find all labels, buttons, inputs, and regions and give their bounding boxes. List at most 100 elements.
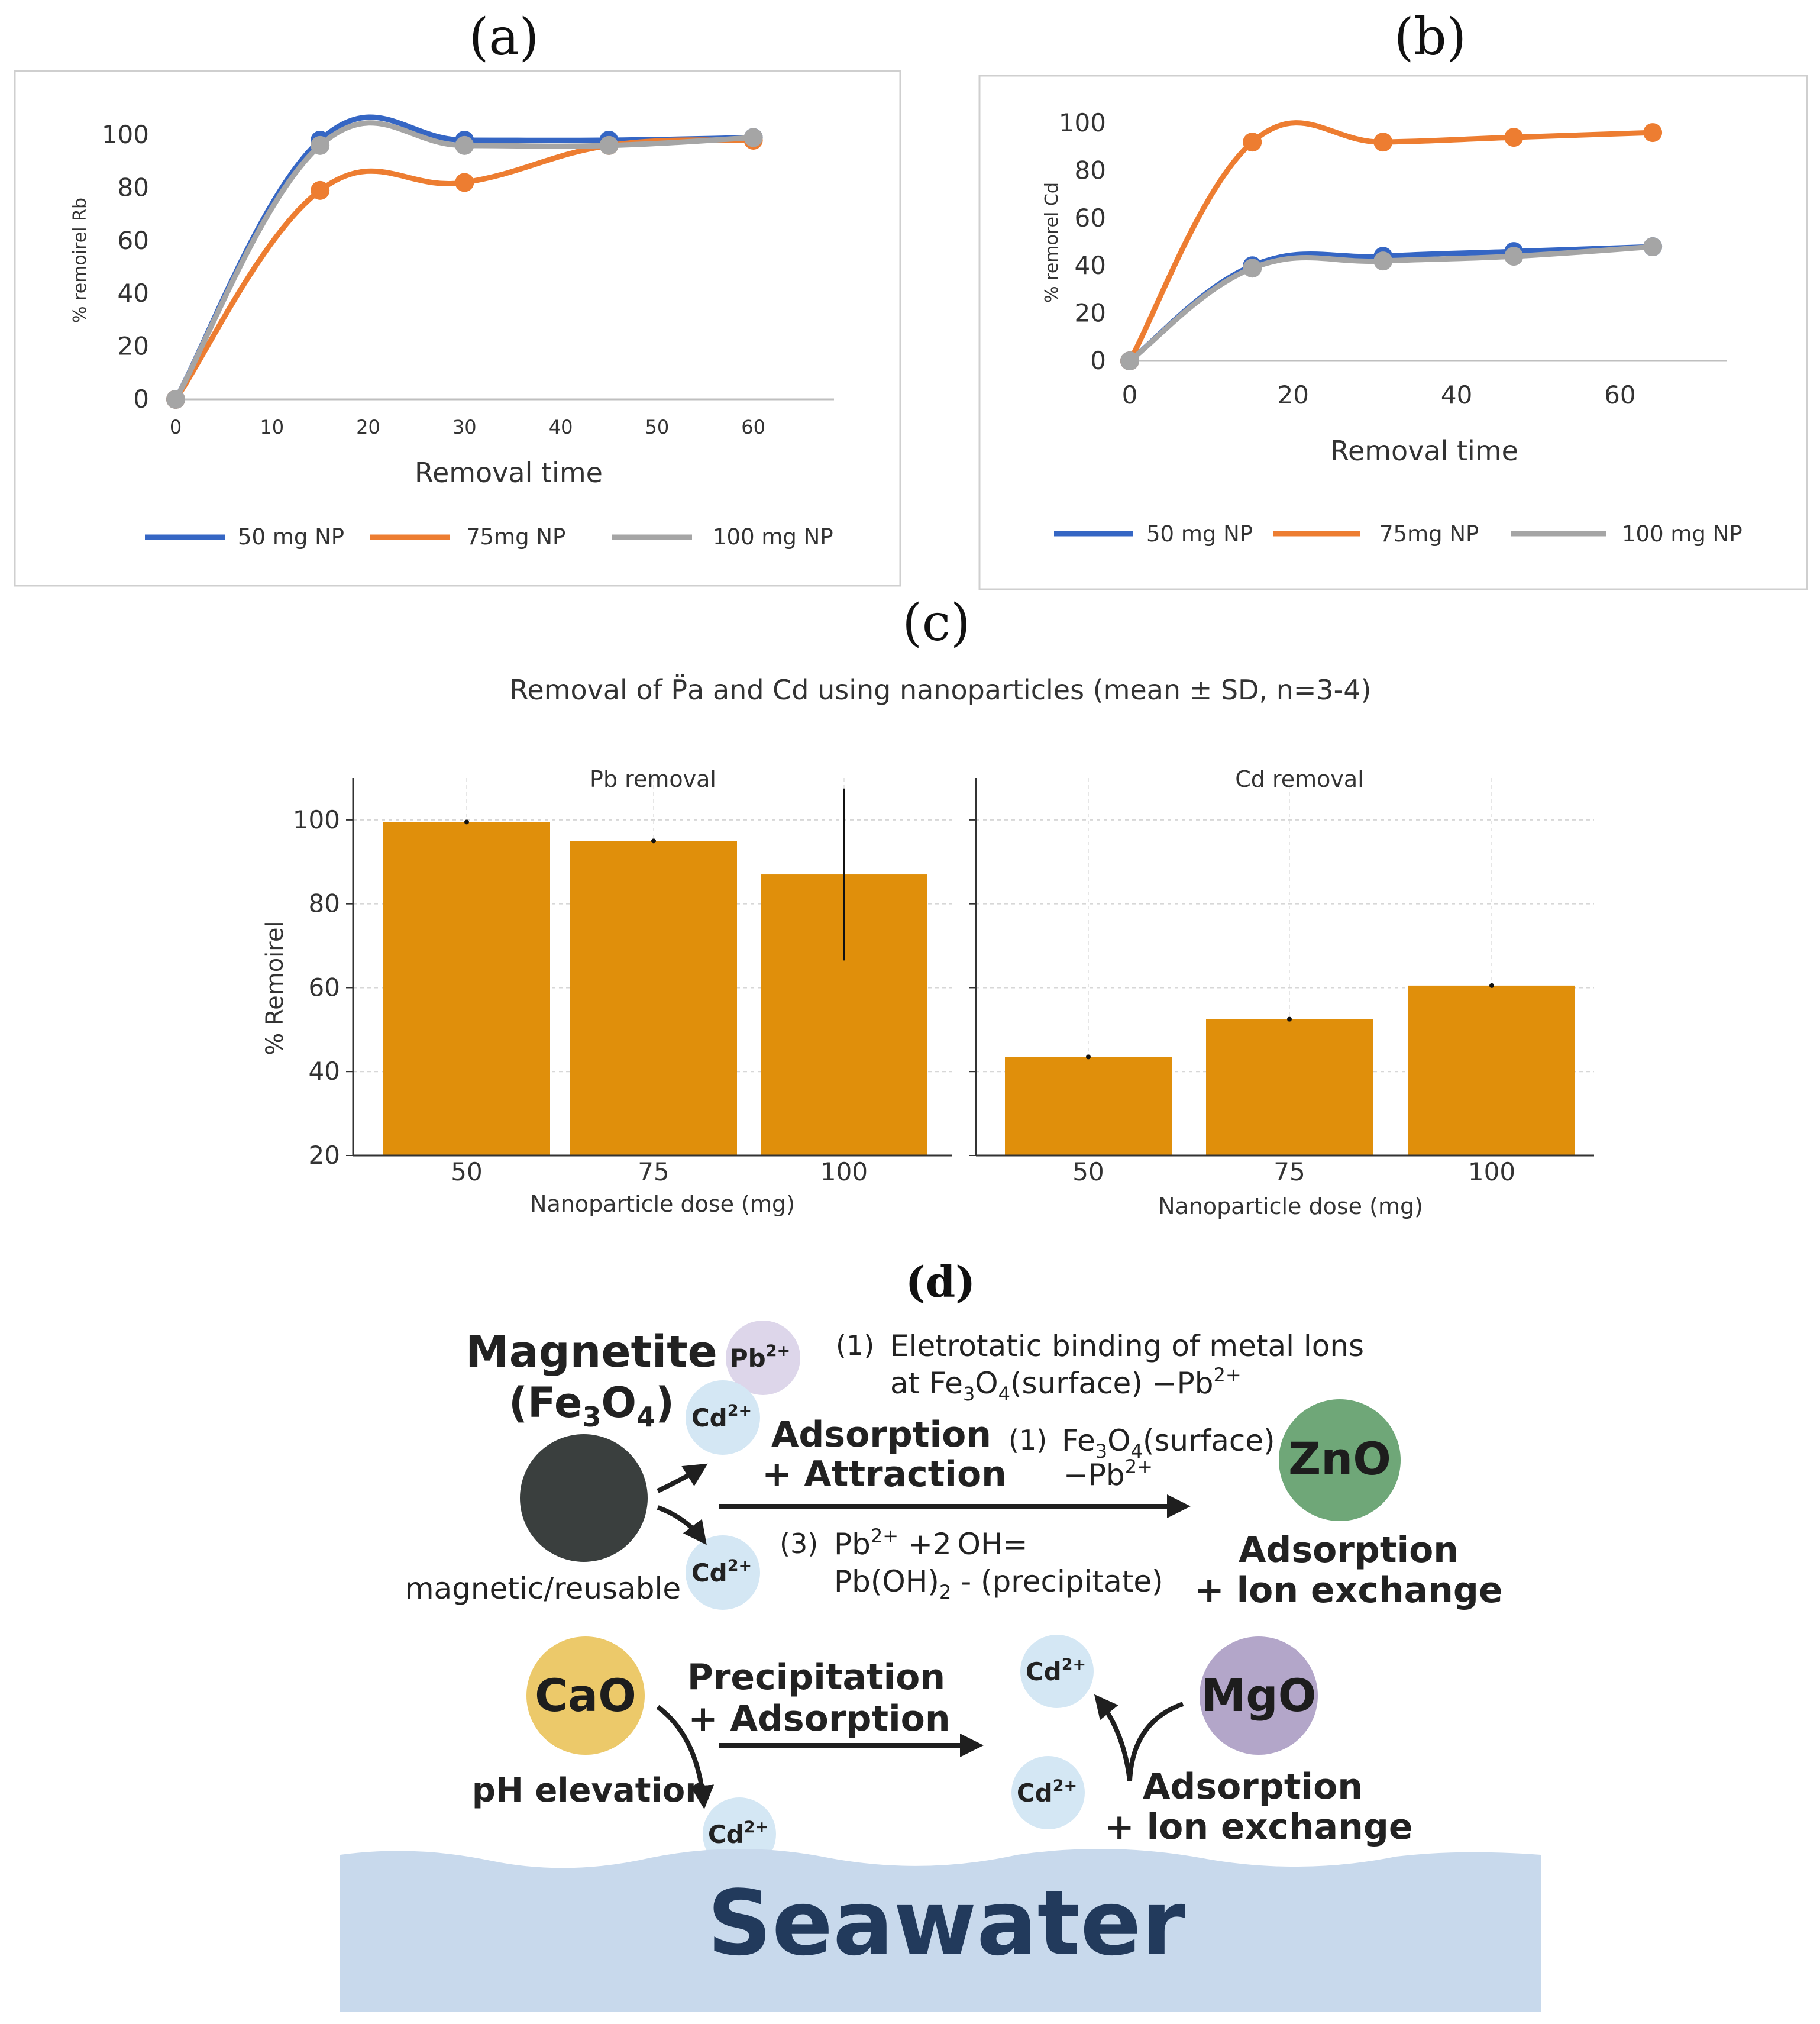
data-point xyxy=(743,128,763,147)
legend-b-75-label: 75mg NP xyxy=(1379,521,1479,547)
magnetite-particle xyxy=(520,1434,648,1562)
arrow-to-cd-1 xyxy=(657,1463,708,1493)
data-point xyxy=(455,173,474,192)
mgo-label: MgO xyxy=(1201,1669,1317,1722)
seawater-band xyxy=(340,1849,1541,2012)
x-tick-label: 50 xyxy=(645,416,669,438)
error-cap xyxy=(1086,1054,1091,1060)
x-tick-label: 60 xyxy=(741,416,765,438)
y-tick-label: 40 xyxy=(1075,251,1106,280)
x-tick-label: 30 xyxy=(452,416,477,438)
cao-caption: pH elevation xyxy=(472,1771,709,1810)
step1-number: (1) xyxy=(836,1329,874,1361)
y-tick-label: 80 xyxy=(118,173,149,202)
chart-b-ylabel: % remorel Cd xyxy=(1042,182,1062,303)
data-point xyxy=(311,180,330,200)
panel-d-label: (d) xyxy=(906,1257,975,1307)
legend-a-100-label: 100 mg NP xyxy=(713,524,833,550)
mgo-line1: Adsorption xyxy=(1143,1766,1363,1807)
error-cap xyxy=(464,819,469,825)
zno-particle xyxy=(1279,1399,1401,1521)
chart-b-legend: 50 mg NP 75mg NP 100 mg NP xyxy=(1054,521,1743,547)
chart-c-title: Removal of P̈a and Cd using nanoparticle… xyxy=(510,674,1372,706)
ion-cd-label-2: Cd2+ xyxy=(691,1557,752,1587)
x-tick-label: 20 xyxy=(1278,380,1309,409)
ion-cd-label-4: Cd2+ xyxy=(1026,1655,1086,1686)
step1b-line1: Fe3O4(surface) xyxy=(1062,1423,1275,1463)
arrow-mgo xyxy=(1097,1698,1184,1781)
y-tick-label: 0 xyxy=(133,385,149,414)
chart-c-cd-xlabel: Nanoparticle dose (mg) xyxy=(1158,1193,1423,1219)
panel-b-label: (b) xyxy=(1394,8,1466,67)
legend-a-50-label: 50 mg NP xyxy=(238,524,344,550)
zno-line2: + lon exchange xyxy=(1194,1570,1502,1611)
x-tick-label: 100 xyxy=(820,1157,868,1186)
step1b-number: (1) xyxy=(1008,1424,1047,1456)
arrow-to-cd-2 xyxy=(657,1505,707,1545)
chart-a: 0 10 20 30 40 50 60 0 20 40 60 80 100 xyxy=(102,114,834,438)
magnetite-title: Magnetite xyxy=(465,1326,717,1377)
error-cap xyxy=(1489,983,1494,988)
diagram: Magnetite (Fe3O4) magnetic/reusable Pb2+… xyxy=(340,1321,1541,2012)
step3-number: (3) xyxy=(780,1528,818,1560)
data-point xyxy=(455,135,474,155)
y-tick-label: 0 xyxy=(1090,346,1106,375)
zno-label: ZnO xyxy=(1288,1432,1391,1485)
step1b-line2: −Pb2+ xyxy=(1063,1455,1153,1492)
x-tick-label: 40 xyxy=(549,416,573,438)
data-point xyxy=(166,390,185,409)
y-tick-label: 100 xyxy=(1059,108,1106,137)
x-tick-label: 0 xyxy=(1122,380,1138,409)
error-cap xyxy=(651,838,656,844)
bar-0-0 xyxy=(383,822,550,1155)
y-tick-label: 60 xyxy=(1075,204,1106,233)
x-tick-label: 50 xyxy=(451,1157,482,1186)
data-point xyxy=(1373,251,1393,271)
step1-line2: at Fe3O4(surface) −Pb2+ xyxy=(890,1364,1242,1405)
y-tick-label: 20 xyxy=(309,1141,340,1170)
x-tick-label: 10 xyxy=(260,416,284,438)
legend-b-100-label: 100 mg NP xyxy=(1622,521,1743,547)
data-point xyxy=(1120,351,1139,370)
chart-b-xlabel: Removal time xyxy=(1330,435,1518,467)
bar-0-1 xyxy=(570,841,737,1155)
ion-cd-bubble-1 xyxy=(686,1380,760,1455)
arrow-cao-to-cd xyxy=(656,1705,715,1809)
chart-b: 0 20 40 60 0 20 40 60 80 100 xyxy=(1059,108,1727,409)
chart-a-ylabel: % remoirel Rb xyxy=(70,198,90,323)
data-point xyxy=(1643,237,1663,257)
data-point xyxy=(1373,133,1393,152)
y-tick-label: 60 xyxy=(309,973,340,1002)
chart-c-pb-title: Pb removal xyxy=(590,766,716,792)
chart-c-cd-title: Cd removal xyxy=(1235,766,1364,792)
legend-a-75-label: 75mg NP xyxy=(466,524,565,550)
y-tick-label: 60 xyxy=(118,226,149,255)
ion-cd-label-1: Cd2+ xyxy=(691,1402,752,1432)
y-tick-label: 20 xyxy=(118,332,149,361)
chart-b-frame xyxy=(978,75,1808,590)
series-line-2 xyxy=(173,120,757,402)
error-cap xyxy=(1287,1016,1292,1022)
zno-line1: Adsorption xyxy=(1239,1529,1459,1571)
y-tick-label: 100 xyxy=(293,805,340,834)
chart-a-xlabel: Removal time xyxy=(415,457,603,489)
ion-cd-bubble-2 xyxy=(686,1535,760,1610)
x-tick-label: 40 xyxy=(1441,380,1472,409)
step1-line1: Eletrotatic binding of metal lons xyxy=(890,1329,1364,1363)
x-tick-label: 50 xyxy=(1072,1157,1104,1186)
data-point xyxy=(1243,133,1262,152)
y-tick-label: 40 xyxy=(309,1057,340,1086)
data-point xyxy=(1504,247,1524,266)
y-tick-label: 20 xyxy=(1075,299,1106,328)
data-point xyxy=(1243,259,1262,278)
mgo-line2: + lon exchange xyxy=(1104,1806,1412,1848)
precip-line1: Precipitation xyxy=(687,1657,945,1698)
data-point xyxy=(1643,123,1663,143)
ion-pb-label: Pb2+ xyxy=(730,1342,790,1373)
x-tick-label: 75 xyxy=(638,1157,669,1186)
legend-b-50-label: 50 mg NP xyxy=(1146,521,1253,547)
data-point xyxy=(599,135,619,155)
cao-label: CaO xyxy=(535,1669,636,1722)
cao-particle xyxy=(526,1636,645,1755)
chart-c-pb-xlabel: Nanoparticle dose (mg) xyxy=(530,1191,795,1217)
